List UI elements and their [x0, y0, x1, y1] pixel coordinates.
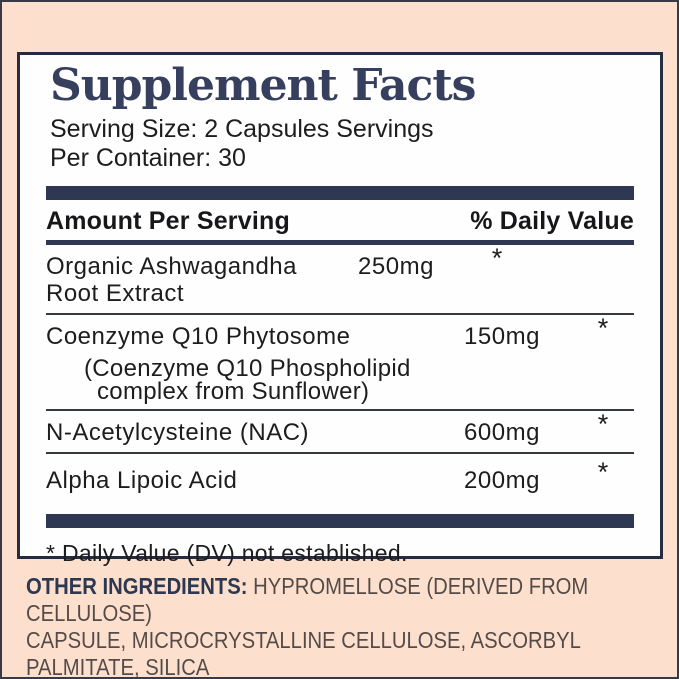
header-rule: [46, 240, 634, 245]
serving-info: Serving Size: 2 Capsules Servings Per Co…: [50, 115, 634, 173]
daily-value-header: % Daily Value: [470, 207, 634, 235]
nutrient-name: Coenzyme Q10 Phytosome: [46, 323, 351, 350]
other-ingredients-label: OTHER INGREDIENTS:: [26, 573, 248, 599]
nutrient-name: N-Acetylcysteine (NAC): [46, 419, 310, 446]
table-row: Alpha Lipoic Acid 200mg *: [46, 454, 634, 502]
nutrient-name: Organic Ashwagandha Root Extract: [46, 253, 297, 307]
table-row: Organic Ashwagandha Root Extract 250mg *: [46, 245, 634, 315]
nutrient-amount: 250mg: [358, 253, 434, 280]
serving-size-line: Serving Size: 2 Capsules Servings: [50, 115, 434, 143]
daily-value-asterisk: *: [597, 409, 609, 439]
other-ingredients-section: OTHER INGREDIENTS: HYPROMELLOSE (DERIVED…: [26, 573, 651, 679]
supplement-facts-panel: Supplement Facts Serving Size: 2 Capsule…: [17, 52, 663, 566]
table-row: Coenzyme Q10 Phytosome 150mg * (Coenzyme…: [46, 315, 634, 411]
nutrient-note: (Coenzyme Q10 Phospholipid complex from …: [84, 355, 411, 405]
daily-value-asterisk: *: [491, 243, 503, 273]
daily-value-asterisk: *: [597, 457, 609, 487]
nutrient-name: Alpha Lipoic Acid: [46, 467, 238, 494]
other-ingredients-line1: HYPROMELLOSE (DERIVED FROM CELLULOSE): [26, 573, 589, 626]
nutrient-amount: 150mg: [464, 323, 540, 350]
amount-per-serving-header: Amount Per Serving: [46, 207, 290, 235]
panel-title: Supplement Facts: [50, 60, 476, 111]
divider-bar-top: [46, 186, 634, 200]
nutrient-amount: 600mg: [464, 419, 540, 446]
other-ingredients-line2: CAPSULE, MICROCRYSTALLINE CELLULOSE, ASC…: [26, 627, 581, 679]
daily-value-footnote: * Daily Value (DV) not established.: [46, 540, 408, 566]
divider-bar-bottom: [46, 514, 634, 528]
table-header: Amount Per Serving % Daily Value: [46, 207, 634, 236]
table-row: N-Acetylcysteine (NAC) 600mg *: [46, 411, 634, 454]
nutrient-amount: 200mg: [464, 467, 540, 494]
daily-value-asterisk: *: [597, 313, 609, 343]
per-container-line: Per Container: 30: [50, 144, 246, 172]
